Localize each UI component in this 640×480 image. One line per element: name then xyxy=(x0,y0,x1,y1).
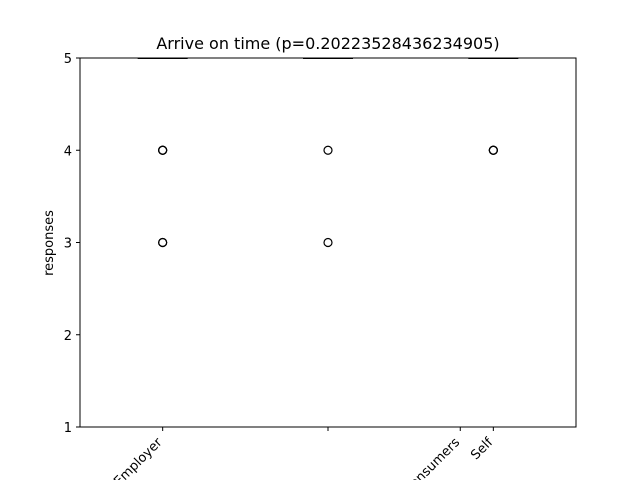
y-tick-label: 4 xyxy=(64,144,72,159)
box-group xyxy=(468,58,519,155)
y-axis: 1 2 3 4 5 xyxy=(64,52,80,436)
plot-area xyxy=(137,58,519,248)
x-tick-label: Employer xyxy=(111,435,166,480)
box-group xyxy=(303,58,353,248)
y-tick-label: 1 xyxy=(64,421,72,436)
outlier-point xyxy=(158,145,168,155)
y-tick-label: 5 xyxy=(64,52,72,67)
chart-title: Arrive on time (p=0.20223528436234905) xyxy=(156,34,499,53)
x-tick-label: Self xyxy=(468,435,496,463)
axes-frame xyxy=(79,57,577,428)
outlier-point xyxy=(323,145,333,155)
y-axis-label: responses xyxy=(42,210,57,276)
box-group xyxy=(137,58,188,248)
x-axis: Employer Consumers Self xyxy=(111,427,496,480)
x-tick-label: Consumers xyxy=(401,435,463,480)
outlier-point xyxy=(323,237,333,248)
y-tick-label: 2 xyxy=(64,329,72,344)
outlier-point xyxy=(158,237,168,248)
outlier-point xyxy=(488,145,498,155)
y-tick-label: 3 xyxy=(64,237,72,252)
